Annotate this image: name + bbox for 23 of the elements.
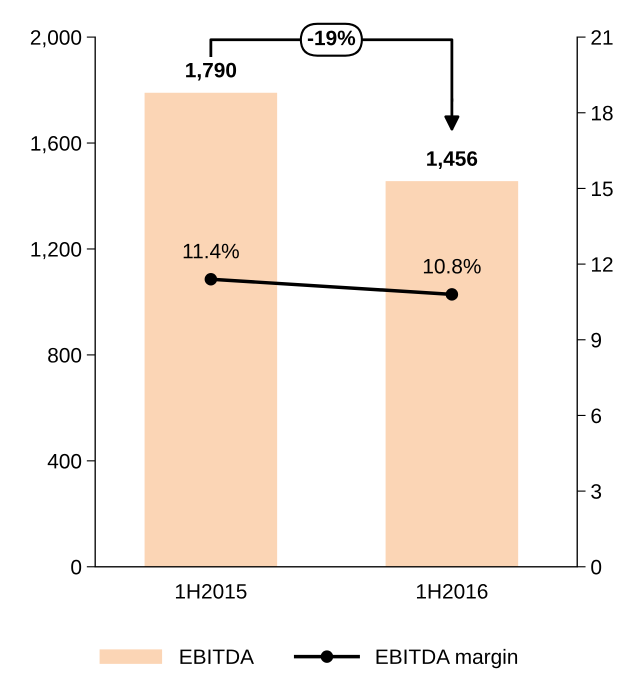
y-tick-label: 2,000 — [30, 30, 82, 48]
y2-tick-label: 21 — [591, 30, 613, 45]
y2-tick-label: 12 — [592, 257, 613, 272]
y2-tick-label: 3 — [591, 484, 602, 499]
y2-tick-label: 15 — [592, 182, 613, 196]
data-label: 1,790 — [186, 62, 236, 81]
data-label: 1,456 — [427, 151, 478, 169]
legend-label: EBITDA — [180, 650, 254, 664]
data-label: 10.8% — [424, 258, 481, 274]
y2-tick-label: 18 — [592, 106, 613, 121]
y-tick-label: 1,600 — [31, 136, 82, 154]
y-tick-label: 800 — [48, 348, 82, 363]
y-tick-label: 1,200 — [31, 242, 82, 260]
legend-label: EBITDA margin — [376, 648, 518, 668]
x-tick-label: 1H2016 — [416, 584, 488, 599]
data-label: 11.4% — [184, 244, 239, 258]
y2-tick-label: 0 — [591, 560, 602, 575]
y-tick-label: 0 — [71, 560, 82, 575]
x-tick-label: 1H2015 — [176, 584, 246, 599]
y-tick-label: 400 — [48, 454, 82, 469]
y2-tick-label: 9 — [591, 332, 602, 348]
annotation: -19% — [308, 30, 356, 46]
y2-tick-label: 6 — [591, 408, 602, 424]
